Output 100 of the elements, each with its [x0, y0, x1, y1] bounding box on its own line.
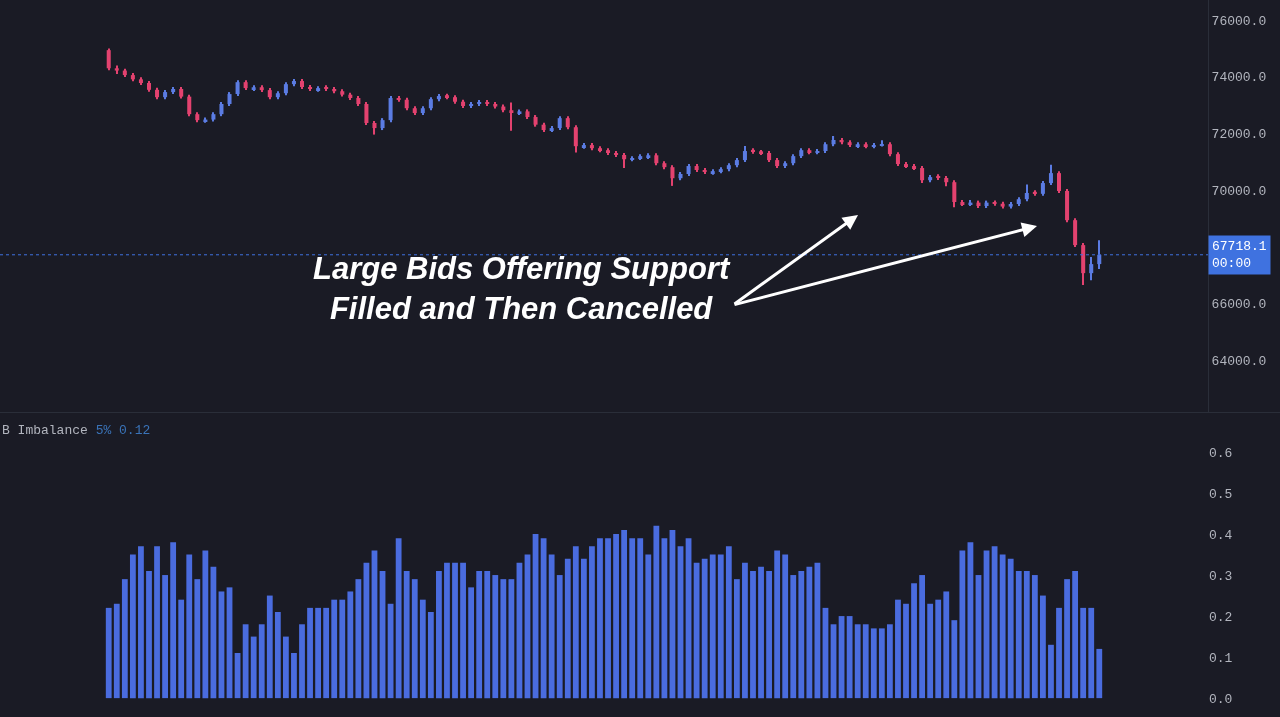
y-tick-label: 72000.0	[1211, 127, 1267, 143]
bar	[589, 546, 595, 699]
bar	[572, 546, 579, 699]
bar	[903, 603, 909, 699]
bar	[1064, 579, 1070, 699]
bar	[556, 575, 563, 699]
y-tick-label: 66000.0	[1211, 297, 1267, 313]
bar	[798, 570, 805, 699]
bar	[854, 624, 861, 699]
y-tick-label: 0.1	[1209, 650, 1233, 666]
bar	[427, 611, 434, 699]
bar	[911, 583, 917, 699]
bar	[129, 554, 136, 699]
bar	[580, 558, 587, 699]
y-tick-label: 0.3	[1209, 568, 1233, 584]
y-tick-label: 76000.0	[1211, 13, 1267, 29]
bar	[951, 620, 958, 699]
bar	[1056, 607, 1062, 699]
y-tick-label: 70000.0	[1211, 183, 1267, 199]
bar	[862, 624, 869, 699]
bar	[339, 599, 346, 699]
bar	[943, 591, 950, 699]
bar	[282, 636, 289, 699]
bar	[693, 562, 700, 699]
bar	[436, 570, 442, 699]
bar	[709, 554, 716, 699]
bar	[870, 628, 877, 699]
bar	[1031, 575, 1038, 699]
bar	[307, 607, 313, 699]
bar	[1023, 570, 1030, 699]
bar	[331, 599, 338, 699]
bar	[500, 579, 507, 699]
bar	[919, 575, 926, 699]
bar	[484, 570, 491, 699]
bar	[782, 554, 789, 699]
bar	[1040, 595, 1046, 699]
bar	[138, 546, 144, 699]
bar	[645, 554, 652, 699]
bar	[146, 570, 152, 699]
bar	[170, 542, 177, 699]
y-tick-label: 0.2	[1209, 609, 1233, 625]
bar	[1048, 644, 1054, 699]
y-tick-label: 0.5	[1209, 486, 1233, 502]
bar	[1007, 558, 1014, 699]
bar	[1096, 648, 1103, 699]
text: B Imbalance	[2, 423, 88, 438]
bar	[419, 599, 426, 699]
bar	[355, 579, 362, 699]
bar	[452, 562, 458, 699]
bar	[629, 538, 636, 699]
bar	[999, 554, 1006, 699]
bar	[508, 579, 515, 699]
bar	[540, 538, 547, 699]
bar	[202, 550, 209, 699]
bar	[178, 599, 185, 699]
bar	[613, 534, 619, 699]
bar	[1015, 570, 1022, 699]
bar	[927, 603, 934, 699]
bar	[701, 558, 708, 699]
bar	[597, 538, 603, 699]
bar	[959, 550, 966, 699]
bar	[186, 554, 193, 699]
bar	[717, 554, 724, 699]
bar	[846, 616, 853, 699]
bar	[323, 607, 330, 699]
bar	[460, 562, 466, 699]
bar	[621, 529, 628, 699]
bar	[1072, 570, 1079, 699]
bar	[291, 653, 297, 699]
bar	[266, 595, 273, 699]
bar	[1088, 607, 1095, 699]
y-tick-label: 64000.0	[1211, 353, 1267, 369]
bar	[274, 611, 281, 699]
bar	[194, 579, 201, 699]
bar	[395, 538, 402, 699]
y-tick-label: 0.4	[1209, 527, 1233, 543]
bar	[653, 525, 660, 699]
bar	[733, 579, 740, 699]
bar	[895, 599, 901, 699]
bar	[444, 562, 450, 699]
bar	[468, 587, 475, 699]
bar	[476, 570, 483, 699]
bar	[758, 566, 764, 699]
bar	[742, 562, 748, 699]
bar	[315, 607, 322, 699]
y-tick-label: 0.6	[1209, 445, 1233, 461]
bar	[790, 575, 797, 699]
bar	[878, 628, 885, 699]
bar	[548, 554, 555, 699]
bar	[774, 550, 781, 699]
bar	[564, 558, 571, 699]
bar	[1080, 607, 1087, 699]
bar	[162, 575, 168, 699]
bar	[121, 579, 128, 699]
bar	[637, 538, 644, 699]
bar	[766, 570, 772, 699]
bar	[725, 546, 732, 699]
bar	[605, 538, 611, 699]
y-tick-label: 74000.0	[1211, 70, 1267, 86]
bar	[403, 570, 410, 699]
